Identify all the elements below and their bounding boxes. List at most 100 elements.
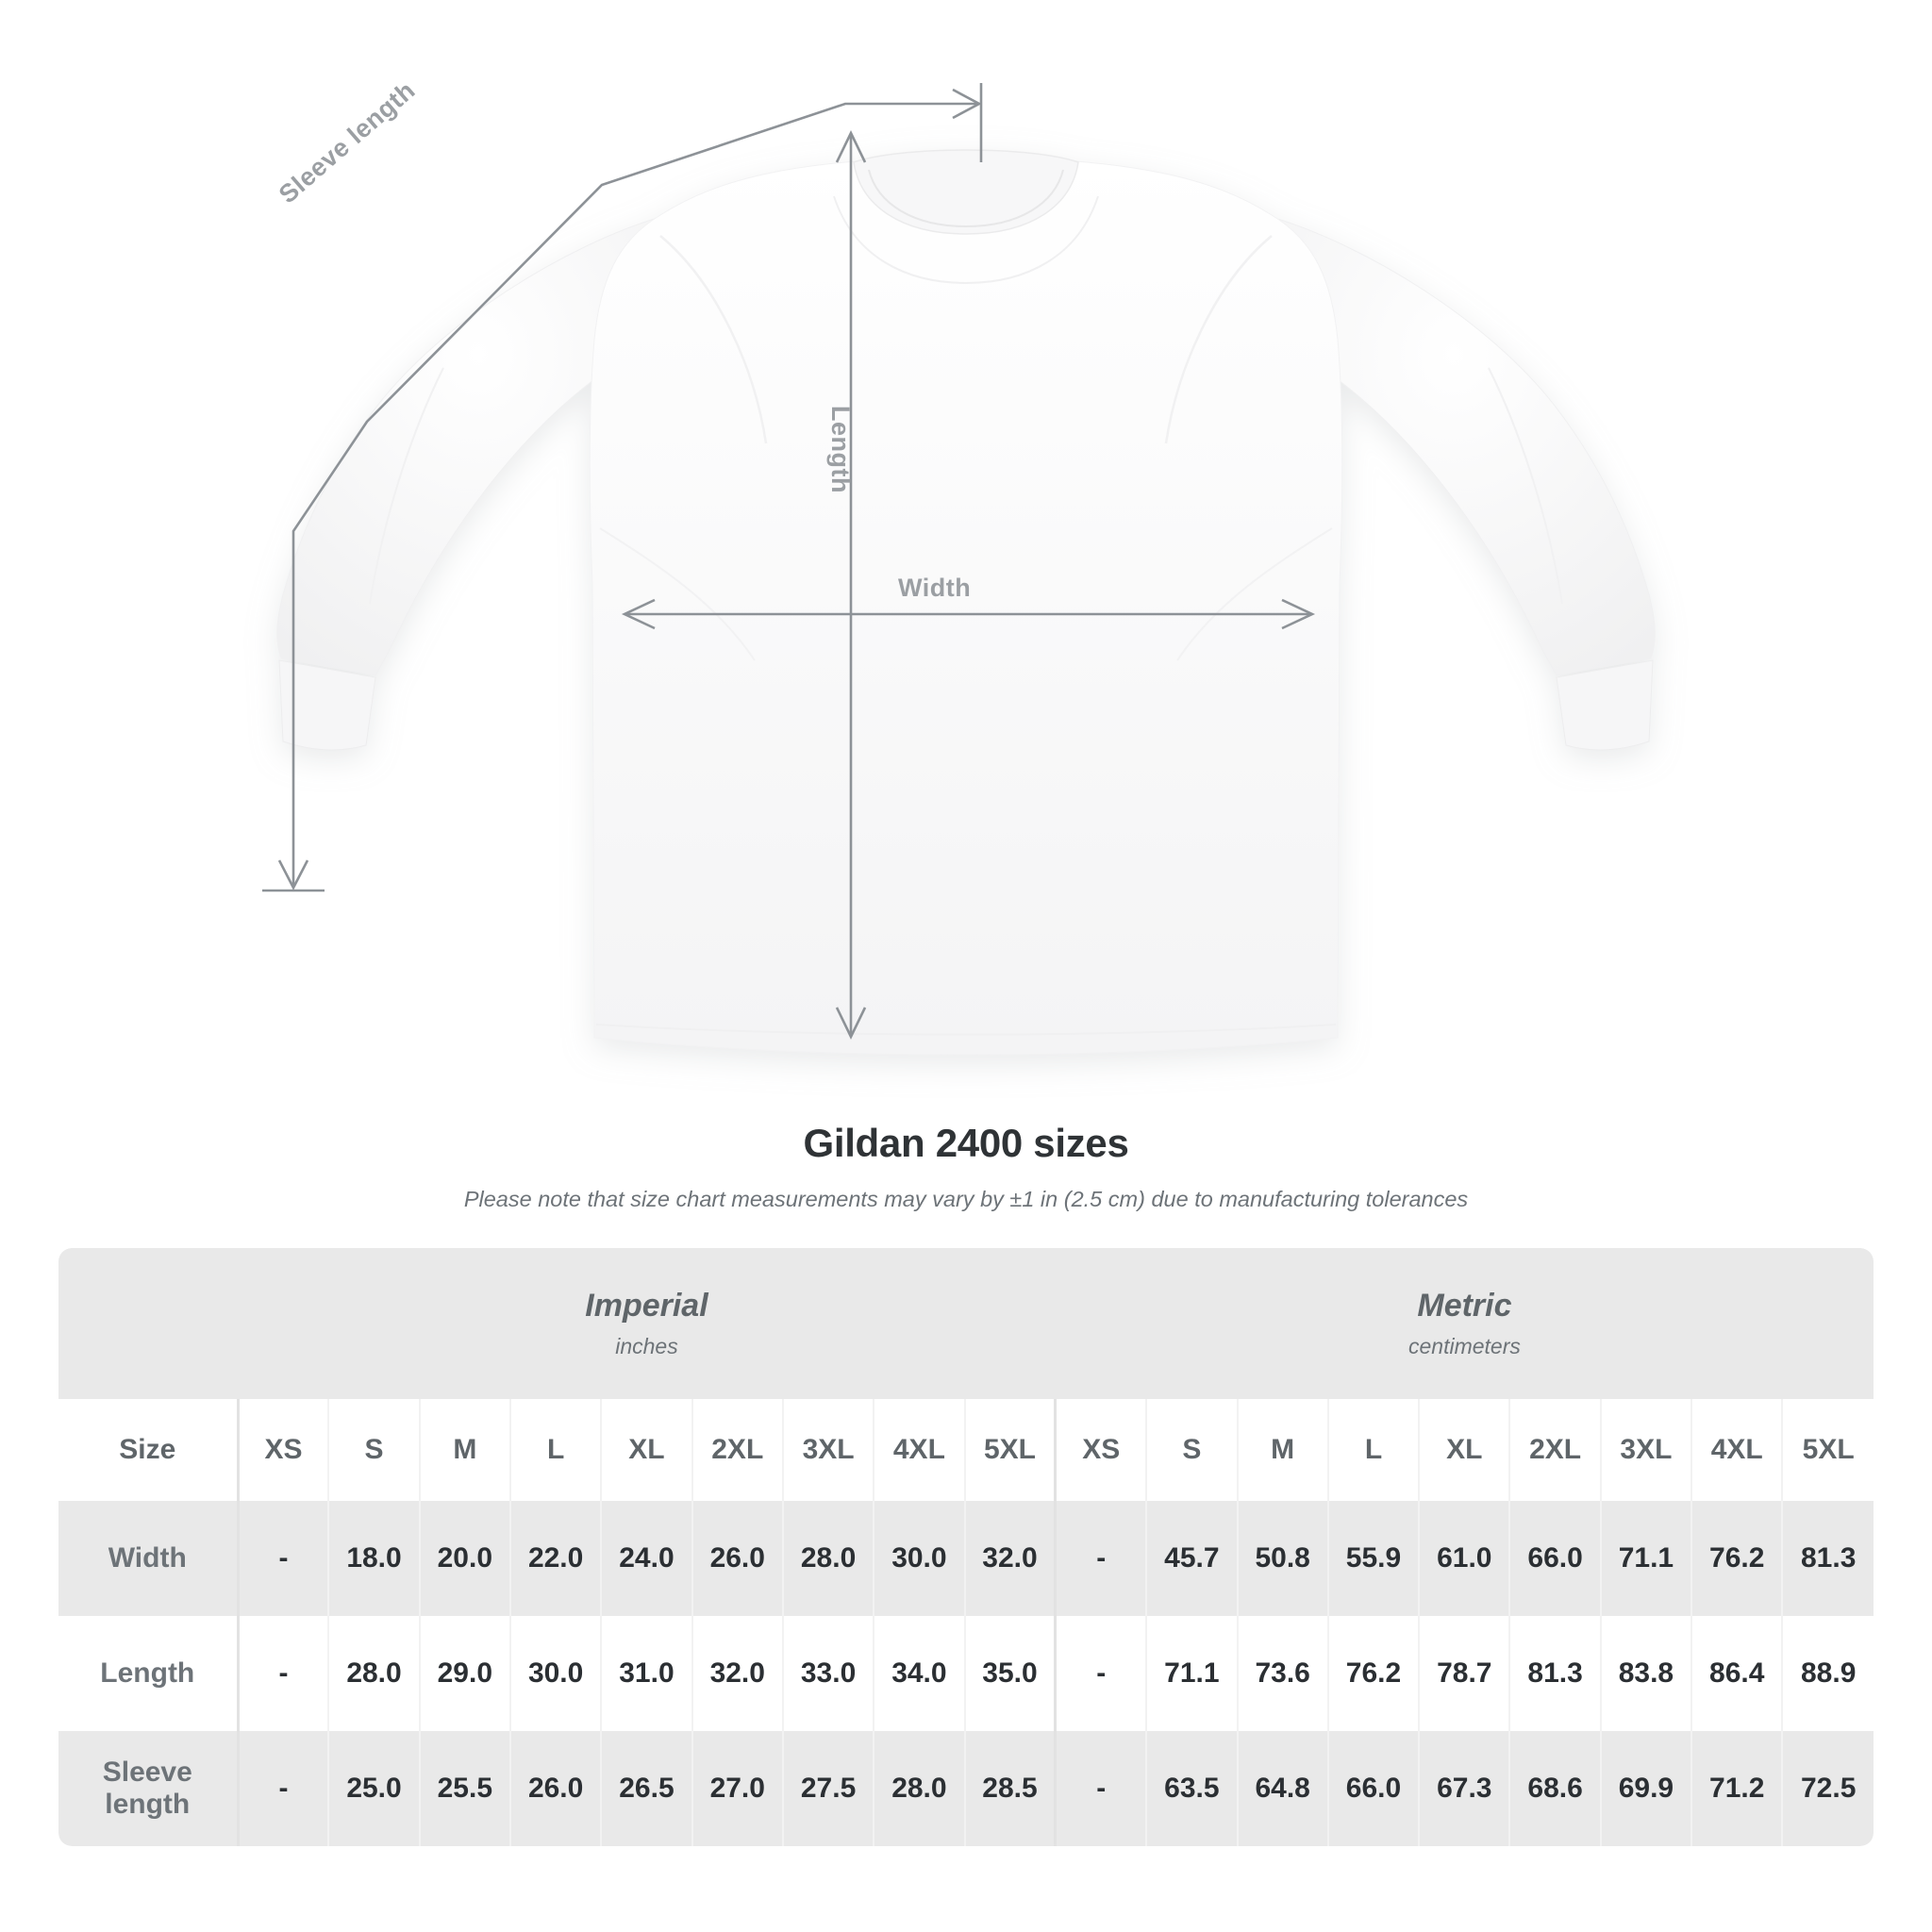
unit-group-name: Imperial [585,1288,708,1324]
collar-inner [868,169,1064,228]
right-cuff [1556,659,1654,751]
table-row: Length -28.0 29.0 30.0 31.0 32.0 33.0 34.0 35.0-… [58,1616,1874,1731]
cell-length-imperial-xs: - [236,1616,329,1731]
cell-length-imperial-5xl: 35.0 [963,1616,1056,1731]
cell-width-imperial-5xl: 32.0 [963,1501,1056,1616]
cell-sleeve-length-metric-l: 66.0 [1326,1731,1420,1846]
cell-length-imperial-s: 28.0 [327,1616,420,1731]
size-header-imperial-m: M [418,1399,510,1501]
collar [853,149,1079,235]
unit-group-subtitle: centimeters [1408,1334,1521,1358]
cell-length-metric-l: 76.2 [1326,1616,1420,1731]
unit-group-header-metric: Metric centimeters [1055,1248,1874,1399]
shirt-illustration [262,83,1656,1056]
cell-width-metric-3xl: 71.1 [1599,1501,1692,1616]
width-dimension-label: Width [898,574,972,602]
size-header-metric-s: S [1145,1399,1238,1501]
row-label-width: Width [58,1501,239,1616]
shirt-torso [589,156,1343,1056]
unit-header-row: Imperial inches Metric centimeters [58,1248,1874,1399]
cell-sleeve-length-metric-xs: - [1054,1731,1147,1846]
size-header-metric-xs: XS [1054,1399,1147,1501]
cell-sleeve-length-metric-3xl: 69.9 [1599,1731,1692,1846]
cell-length-imperial-m: 29.0 [418,1616,510,1731]
width-guide-arrow-left [621,598,656,630]
length-dimension-label: Length [826,406,855,493]
cell-length-imperial-l: 30.0 [508,1616,602,1731]
cell-length-imperial-3xl: 33.0 [781,1616,874,1731]
cell-width-imperial-2xl: 26.0 [691,1501,783,1616]
cell-sleeve-length-metric-s: 63.5 [1145,1731,1238,1846]
cell-sleeve-length-metric-2xl: 68.6 [1508,1731,1601,1846]
table-row: Width -18.0 20.0 22.0 24.0 26.0 28.0 30.0 32.0-4… [58,1501,1874,1616]
sleeve-guide-arrow-right [952,88,982,120]
size-header-imperial-xl: XL [600,1399,692,1501]
size-table-container: Imperial inches Metric centimeters Size XS S M… [58,1248,1874,1846]
size-header-metric-3xl: 3XL [1599,1399,1692,1501]
size-header-imperial-3xl: 3XL [781,1399,874,1501]
fold-right-sleeve-crease [1488,367,1563,605]
size-header-imperial-2xl: 2XL [691,1399,783,1501]
cell-width-metric-4xl: 76.2 [1690,1501,1783,1616]
cell-length-imperial-2xl: 32.0 [691,1616,783,1731]
cell-sleeve-length-metric-5xl: 72.5 [1781,1731,1874,1846]
unit-group-subtitle: inches [615,1334,678,1358]
cell-sleeve-length-imperial-2xl: 27.0 [691,1731,783,1846]
unit-group-name: Metric [1417,1288,1512,1324]
neck-seam [833,195,1099,285]
size-header-metric-5xl: 5XL [1781,1399,1874,1501]
size-header-imperial-xs: XS [236,1399,329,1501]
cell-length-metric-xl: 78.7 [1418,1616,1510,1731]
cell-length-metric-s: 71.1 [1145,1616,1238,1731]
fold-left-underarm [599,527,756,661]
fold-left-sleeve-crease [369,367,444,605]
unit-header-spacer [58,1248,239,1399]
row-label-length: Length [58,1616,239,1731]
cell-width-imperial-xl: 24.0 [600,1501,692,1616]
cell-length-metric-4xl: 86.4 [1690,1616,1783,1731]
cell-length-metric-m: 73.6 [1236,1616,1328,1731]
cell-width-metric-xs: - [1054,1501,1147,1616]
cell-width-imperial-s: 18.0 [327,1501,420,1616]
cell-sleeve-length-imperial-4xl: 28.0 [873,1731,965,1846]
cell-sleeve-length-imperial-xl: 26.5 [600,1731,692,1846]
cell-width-imperial-4xl: 30.0 [873,1501,965,1616]
row-label-sleeve-length: Sleeve length [58,1731,239,1846]
cell-width-imperial-m: 20.0 [418,1501,510,1616]
cell-width-imperial-xs: - [236,1501,329,1616]
size-chart-table: Imperial inches Metric centimeters Size XS S M… [58,1248,1874,1846]
width-guide-arrow-right [1281,598,1316,630]
tolerance-note: Please note that size chart measurements… [463,1187,1469,1211]
cell-width-imperial-3xl: 28.0 [781,1501,874,1616]
size-header-metric-4xl: 4XL [1690,1399,1783,1501]
size-header-metric-2xl: 2XL [1508,1399,1601,1501]
cell-sleeve-length-imperial-3xl: 27.5 [781,1731,874,1846]
measurement-guides [262,83,1316,1040]
cell-length-imperial-4xl: 34.0 [873,1616,965,1731]
size-header-metric-m: M [1236,1399,1328,1501]
cell-sleeve-length-imperial-s: 25.0 [327,1731,420,1846]
cell-width-metric-5xl: 81.3 [1781,1501,1874,1616]
size-header-imperial-4xl: 4XL [873,1399,965,1501]
cell-length-metric-5xl: 88.9 [1781,1616,1874,1731]
length-guide-arrow-down [835,1007,867,1040]
page-title: Gildan 2400 sizes [803,1121,1129,1165]
cell-sleeve-length-imperial-l: 26.0 [508,1731,602,1846]
cell-sleeve-length-metric-m: 64.8 [1236,1731,1328,1846]
size-header-imperial-s: S [327,1399,420,1501]
fold-left-shoulder [659,235,768,444]
left-cuff [278,659,376,751]
title-block: Gildan 2400 sizes Please note that size … [0,1121,1932,1212]
size-header-imperial-l: L [508,1399,602,1501]
sleeve-length-guide [291,102,977,887]
garment-diagram: Sleeve length Length Width [262,75,1656,1056]
cell-sleeve-length-imperial-xs: - [236,1731,329,1846]
cell-width-metric-m: 50.8 [1236,1501,1328,1616]
size-header-metric-l: L [1326,1399,1420,1501]
cell-length-metric-3xl: 83.8 [1599,1616,1692,1731]
cell-sleeve-length-imperial-5xl: 28.5 [963,1731,1056,1846]
fold-right-underarm [1176,527,1333,661]
size-header-imperial-5xl: 5XL [963,1399,1056,1501]
cell-width-metric-xl: 61.0 [1418,1501,1510,1616]
fold-right-shoulder [1164,235,1273,444]
